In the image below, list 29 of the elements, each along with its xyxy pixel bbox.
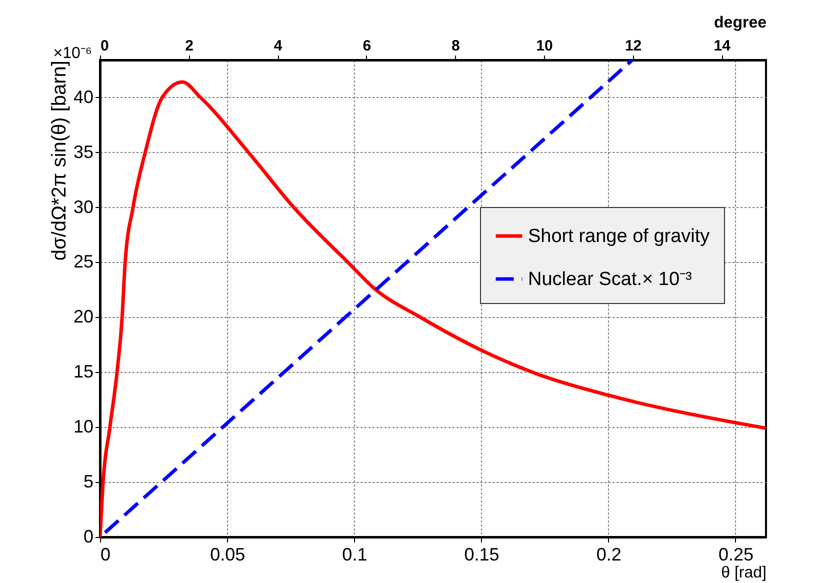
y-tick-label: 5 bbox=[83, 472, 94, 492]
x-tick-label: 0.15 bbox=[464, 544, 500, 564]
x2-tick-label: 4 bbox=[274, 38, 283, 54]
y-tick-label: 35 bbox=[73, 142, 94, 162]
y-tick-label: 30 bbox=[73, 196, 94, 217]
y-tick-label: 20 bbox=[73, 306, 94, 327]
y-tick-label: 0 bbox=[83, 526, 94, 546]
y-tick-label: 15 bbox=[73, 362, 94, 382]
x2-tick-label: 2 bbox=[185, 38, 194, 54]
x2-tick-label: 10 bbox=[536, 38, 553, 54]
text: ×10⁻⁶ bbox=[53, 45, 92, 62]
x2-tick-label: 8 bbox=[452, 38, 460, 54]
x2-tick-label: 12 bbox=[624, 38, 642, 54]
y-tick-label: 40 bbox=[73, 86, 94, 107]
x-tick-label: 0.05 bbox=[210, 544, 246, 564]
y-tick-label: 25 bbox=[73, 252, 94, 272]
x2-tick-label: 14 bbox=[714, 38, 732, 54]
legend-label: Short range of gravity bbox=[528, 226, 710, 247]
x2-tick-label: 6 bbox=[362, 38, 372, 54]
x-tick-label: 0.2 bbox=[596, 544, 622, 564]
x-axis-title: θ [rad] bbox=[721, 564, 766, 582]
y-tick-label: 10 bbox=[73, 416, 94, 437]
x2-tick-label: 0 bbox=[100, 38, 109, 54]
x-tick-label: 0.25 bbox=[718, 544, 754, 564]
y-axis-title: dσ/dΩ*2π sin(θ) [barn] bbox=[48, 60, 70, 261]
legend-label: Nuclear Scat.× 10⁻³ bbox=[528, 269, 692, 290]
x-tick-label: 0 bbox=[100, 544, 111, 564]
x-tick-label: 0.1 bbox=[342, 544, 368, 564]
x2-axis-title: degree bbox=[714, 14, 767, 32]
